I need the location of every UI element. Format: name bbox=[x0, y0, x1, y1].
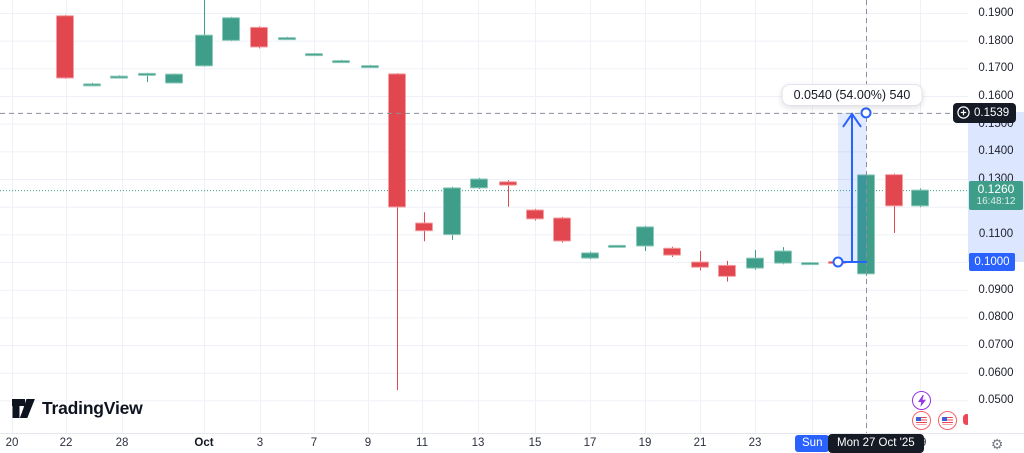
time-axis-label: 9 bbox=[364, 437, 372, 449]
candle-body bbox=[691, 261, 709, 268]
candle-body bbox=[415, 222, 433, 232]
candle-body bbox=[195, 34, 213, 67]
price-axis-label: 0.0500 bbox=[978, 394, 1014, 407]
price-axis-label: 0.0900 bbox=[978, 283, 1014, 296]
price-axis-label: 0.1400 bbox=[978, 145, 1014, 158]
current-price-label: 0.1260 16:48:12 bbox=[969, 181, 1023, 211]
clipped-event-icon[interactable] bbox=[963, 414, 970, 425]
time-axis-label: 7 bbox=[310, 437, 318, 449]
candle-body bbox=[553, 217, 571, 242]
time-axis-label: Oct bbox=[194, 437, 214, 449]
candle-body bbox=[138, 72, 156, 76]
time-axis-label: 11 bbox=[416, 437, 428, 449]
time-axis-label: 19 bbox=[638, 437, 652, 449]
candle-body bbox=[222, 17, 240, 41]
time-axis-label: 15 bbox=[528, 437, 542, 449]
candle-body bbox=[636, 226, 654, 247]
candle-body bbox=[663, 247, 681, 256]
candle-body bbox=[361, 65, 379, 69]
measure-tooltip: 0.0540 (54.00%) 540 bbox=[781, 84, 923, 106]
price-axis-label: 0.1600 bbox=[978, 90, 1014, 102]
candle-body bbox=[718, 264, 736, 277]
tradingview-logo-mark-icon bbox=[12, 399, 35, 418]
time-axis-label: 23 bbox=[748, 437, 762, 449]
chart-canvas[interactable] bbox=[0, 0, 968, 433]
us-flag-event-icon[interactable] bbox=[912, 411, 931, 430]
candle-body bbox=[581, 252, 599, 259]
candle-body bbox=[305, 53, 323, 57]
measure-anchor-start[interactable] bbox=[832, 256, 844, 268]
candle-body bbox=[443, 187, 461, 236]
price-axis-label: 0.0600 bbox=[978, 366, 1014, 379]
candle-body bbox=[110, 75, 128, 79]
us-flag-glyph bbox=[942, 416, 953, 425]
time-axis-label: 13 bbox=[471, 437, 485, 449]
us-flag-event-icon[interactable] bbox=[938, 411, 957, 430]
tradingview-wordmark: TradingView bbox=[42, 398, 143, 418]
us-flag-glyph bbox=[916, 416, 927, 425]
candle-body bbox=[746, 257, 764, 269]
bar-countdown-timer: 16:48:12 bbox=[976, 196, 1016, 208]
price-axis-label: 0.1100 bbox=[978, 228, 1014, 241]
add-alert-plus-icon[interactable] bbox=[956, 105, 971, 120]
candle-body bbox=[332, 60, 350, 64]
candle-body bbox=[56, 15, 74, 79]
time-axis-label: 3 bbox=[256, 437, 264, 449]
price-axis[interactable]: 0.1900 0.1800 0.1700 0.1600 0.1500 0.1400 0.13… bbox=[953, 0, 1024, 433]
candle-body bbox=[83, 83, 101, 87]
current-price-value: 0.1260 bbox=[977, 182, 1015, 197]
time-axis[interactable]: 202228Oct3791113151719212329Sun Mon 27 O… bbox=[0, 433, 1024, 453]
candle-body bbox=[885, 174, 903, 207]
crosshair-price-value: 0.1539 bbox=[974, 106, 1010, 119]
measure-start-price-label: 0.1000 bbox=[969, 253, 1015, 272]
price-axis-label: 0.1800 bbox=[978, 34, 1014, 47]
gear-icon: ⚙ bbox=[990, 436, 1004, 452]
candle-body bbox=[911, 189, 929, 207]
tradingview-logo[interactable]: TradingView bbox=[12, 398, 143, 419]
price-axis-label: 0.0700 bbox=[978, 339, 1014, 352]
measure-arrowhead bbox=[842, 112, 862, 128]
price-axis-label: 0.0800 bbox=[978, 311, 1014, 324]
time-axis-label: 20 bbox=[5, 437, 19, 449]
candle-body bbox=[250, 26, 268, 48]
price-axis-label: 0.1900 bbox=[978, 7, 1014, 19]
candle-body bbox=[801, 262, 819, 266]
crosshair-price-label: 0.1539 bbox=[953, 102, 1017, 123]
candle-body bbox=[278, 37, 296, 41]
axis-settings-button[interactable]: ⚙ bbox=[988, 435, 1006, 453]
candle-body bbox=[526, 209, 544, 220]
time-axis-label: 21 bbox=[693, 437, 707, 449]
lightning-event-icon[interactable] bbox=[912, 391, 931, 410]
candle-body bbox=[165, 73, 183, 84]
time-axis-label: 22 bbox=[59, 437, 73, 449]
candle-body bbox=[499, 181, 517, 186]
candle-body bbox=[608, 244, 626, 248]
candle-body bbox=[774, 250, 792, 264]
time-axis-label: 17 bbox=[583, 437, 597, 449]
candle-body bbox=[470, 178, 488, 189]
measure-anchor-end[interactable] bbox=[860, 107, 872, 119]
crosshair-date-label: Mon 27 Oct '25 bbox=[828, 434, 924, 453]
candle-body bbox=[388, 73, 406, 208]
price-axis-label: 0.1700 bbox=[978, 62, 1014, 75]
time-axis-label: 28 bbox=[115, 437, 129, 449]
measure-start-day-label: Sun bbox=[795, 435, 830, 452]
